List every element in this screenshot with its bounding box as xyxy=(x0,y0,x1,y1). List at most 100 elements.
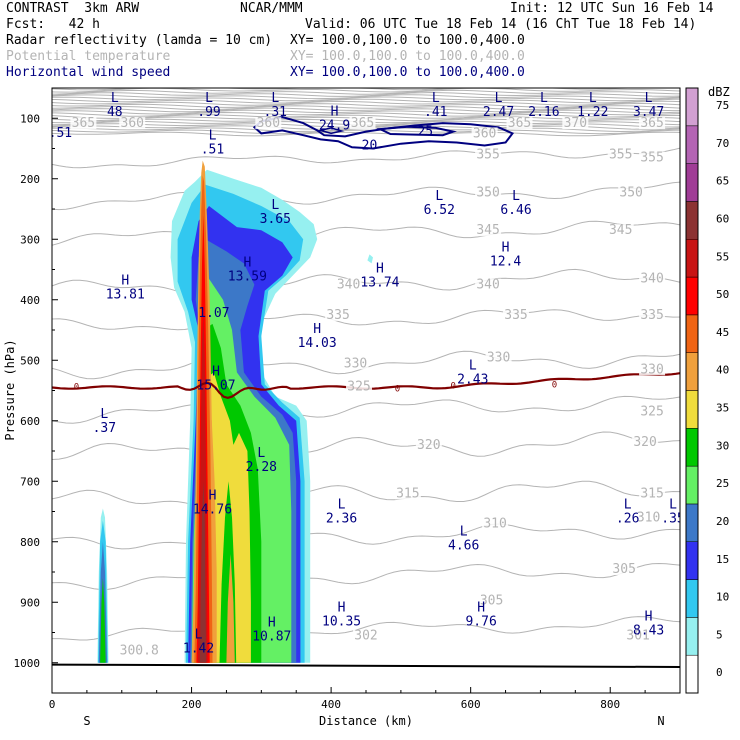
wind-max-marker: H xyxy=(502,240,510,255)
y-axis-label: Pressure (hPa) xyxy=(3,339,17,440)
wind-min-marker: L xyxy=(540,91,548,106)
theta-contour xyxy=(52,395,680,424)
theta-label-bg xyxy=(639,308,666,321)
wind-extremum-value: 14.76 xyxy=(193,502,232,517)
wind-extremum-value: 3.47 xyxy=(633,105,664,120)
init-time: Init: 12 UTC Sun 16 Feb 14 xyxy=(510,1,714,16)
wind-min-marker: L xyxy=(460,525,468,540)
wind-extremum-value: 6.46 xyxy=(500,203,531,218)
theta-label-bg xyxy=(562,117,589,130)
colorbar-tick-label: 65 xyxy=(716,175,729,188)
x-tick-label: 200 xyxy=(182,698,202,711)
wind-min-marker: L xyxy=(469,358,477,373)
wind-extremum-value: 3.65 xyxy=(260,212,291,227)
theta-label-bg xyxy=(632,435,659,448)
colorbar-unit: dBZ xyxy=(708,85,730,99)
colorbar-tick-label: 20 xyxy=(716,515,729,528)
wind-extremum-value: 6.52 xyxy=(424,203,455,218)
theta-label: 310 xyxy=(637,511,660,526)
theta-label: 340 xyxy=(476,278,499,293)
isentrope-line-upper xyxy=(52,100,680,106)
theta-label: 340 xyxy=(337,278,360,293)
wind-extremum-value: 4.66 xyxy=(448,539,479,554)
theta-label: 305 xyxy=(612,562,635,577)
theta-label: 360 xyxy=(257,116,280,131)
wind-min-marker: L xyxy=(100,407,108,422)
theta-label-bg xyxy=(639,363,666,376)
theta-label: 310 xyxy=(483,517,506,532)
wind-extremum-value: 10.35 xyxy=(322,614,361,629)
convective-core-60dbz xyxy=(199,481,207,663)
theta-label: 355 xyxy=(476,148,499,163)
theta-label-bg xyxy=(471,127,498,140)
wind-extremum-value: 8.43 xyxy=(633,623,664,638)
theta-contour xyxy=(52,268,680,296)
wind-contour-25-small xyxy=(317,127,345,135)
wind-max-marker: H xyxy=(212,364,220,379)
theta-label: 330 xyxy=(640,362,663,377)
isentrope-line-upper xyxy=(52,111,680,117)
wind-extremum-value: 2.43 xyxy=(457,372,488,387)
wind-extremum-value: 24.9 xyxy=(319,118,350,133)
wind-min-marker: L xyxy=(338,498,346,513)
colorbar-swatch xyxy=(685,163,699,202)
theta-label-bg xyxy=(607,224,634,237)
theta-label: 325 xyxy=(347,379,370,394)
field-wind-xy: XY= 100.0,100.0 to 100.0,400.0 xyxy=(290,65,525,80)
wind-extremum-value: 48 xyxy=(107,105,123,120)
colorbar-swatch xyxy=(685,428,699,467)
colorbar-tick-label: 10 xyxy=(716,591,729,604)
theta-label-bg xyxy=(70,117,97,130)
contour-labels: 360 365 365 360 370 365 365 360 355 355 355 350 350 3… xyxy=(52,91,680,659)
theta-label-bg xyxy=(639,117,666,130)
wind-speed-contours xyxy=(252,115,515,150)
wind-max-marker: H xyxy=(376,262,384,277)
theta-label-bg xyxy=(503,308,530,321)
colorbar: 0 5 10 15 20 25 30 35 40 45 50 55 60 65 70 75 xyxy=(685,87,729,694)
colorbar-tick-label: 15 xyxy=(716,553,729,566)
colorbar-swatch xyxy=(685,390,699,429)
theta-label-bg xyxy=(475,186,502,199)
theta-label-bg xyxy=(618,186,645,199)
wind-extremum-value: .31 xyxy=(264,105,287,120)
x-tick-label: 600 xyxy=(461,698,481,711)
x-axis-label: Distance (km) xyxy=(319,714,413,728)
theta-contour xyxy=(52,616,680,641)
theta-label-bg xyxy=(635,511,662,524)
theta-label: 345 xyxy=(609,223,632,238)
theta-label-bg xyxy=(639,151,666,164)
wind-extremum-value: 2.16 xyxy=(528,105,559,120)
colorbar-tick-label: 45 xyxy=(716,326,729,339)
reflectivity-region-5dbz xyxy=(367,254,373,264)
wind-extremum-value: .37 xyxy=(93,421,116,436)
colorbar-tick-label: 50 xyxy=(716,288,729,301)
wind-max-marker: H xyxy=(313,322,321,337)
isentrope-line-upper xyxy=(52,113,680,119)
theta-label: 315 xyxy=(396,486,419,501)
theta-label-bg xyxy=(119,117,146,130)
wind-extremum-value: 1.07 xyxy=(198,306,229,321)
wind-extremum-value: 14.03 xyxy=(298,336,337,351)
colorbar-tick-label: 70 xyxy=(716,137,729,150)
colorbar-tick-label: 40 xyxy=(716,364,729,377)
theta-label-bg xyxy=(639,272,666,285)
x-axis-north-label: N xyxy=(657,714,664,728)
colorbar-swatch xyxy=(685,239,699,278)
reflectivity-region-40dbz xyxy=(226,553,235,663)
theta-contour xyxy=(52,431,680,462)
colorbar-swatch xyxy=(685,125,699,164)
y-tick-label: 500 xyxy=(20,354,40,367)
isentrope-line-upper xyxy=(52,98,680,104)
y-tick-label: 800 xyxy=(20,536,40,549)
colorbar-tick-label: 5 xyxy=(716,628,723,641)
wind-max-marker: H xyxy=(645,609,653,624)
theta-label: 365 xyxy=(508,116,531,131)
y-tick-label: 700 xyxy=(20,475,40,488)
axes: 0 200 400 600 800100200300400500600700800900… xyxy=(14,112,646,711)
wind-min-marker: L xyxy=(435,189,443,204)
wind-extremum-value: 13.81 xyxy=(106,288,145,303)
x-tick-label: 400 xyxy=(321,698,341,711)
theta-label-bg xyxy=(349,117,376,130)
theta-label-bg xyxy=(478,594,505,607)
